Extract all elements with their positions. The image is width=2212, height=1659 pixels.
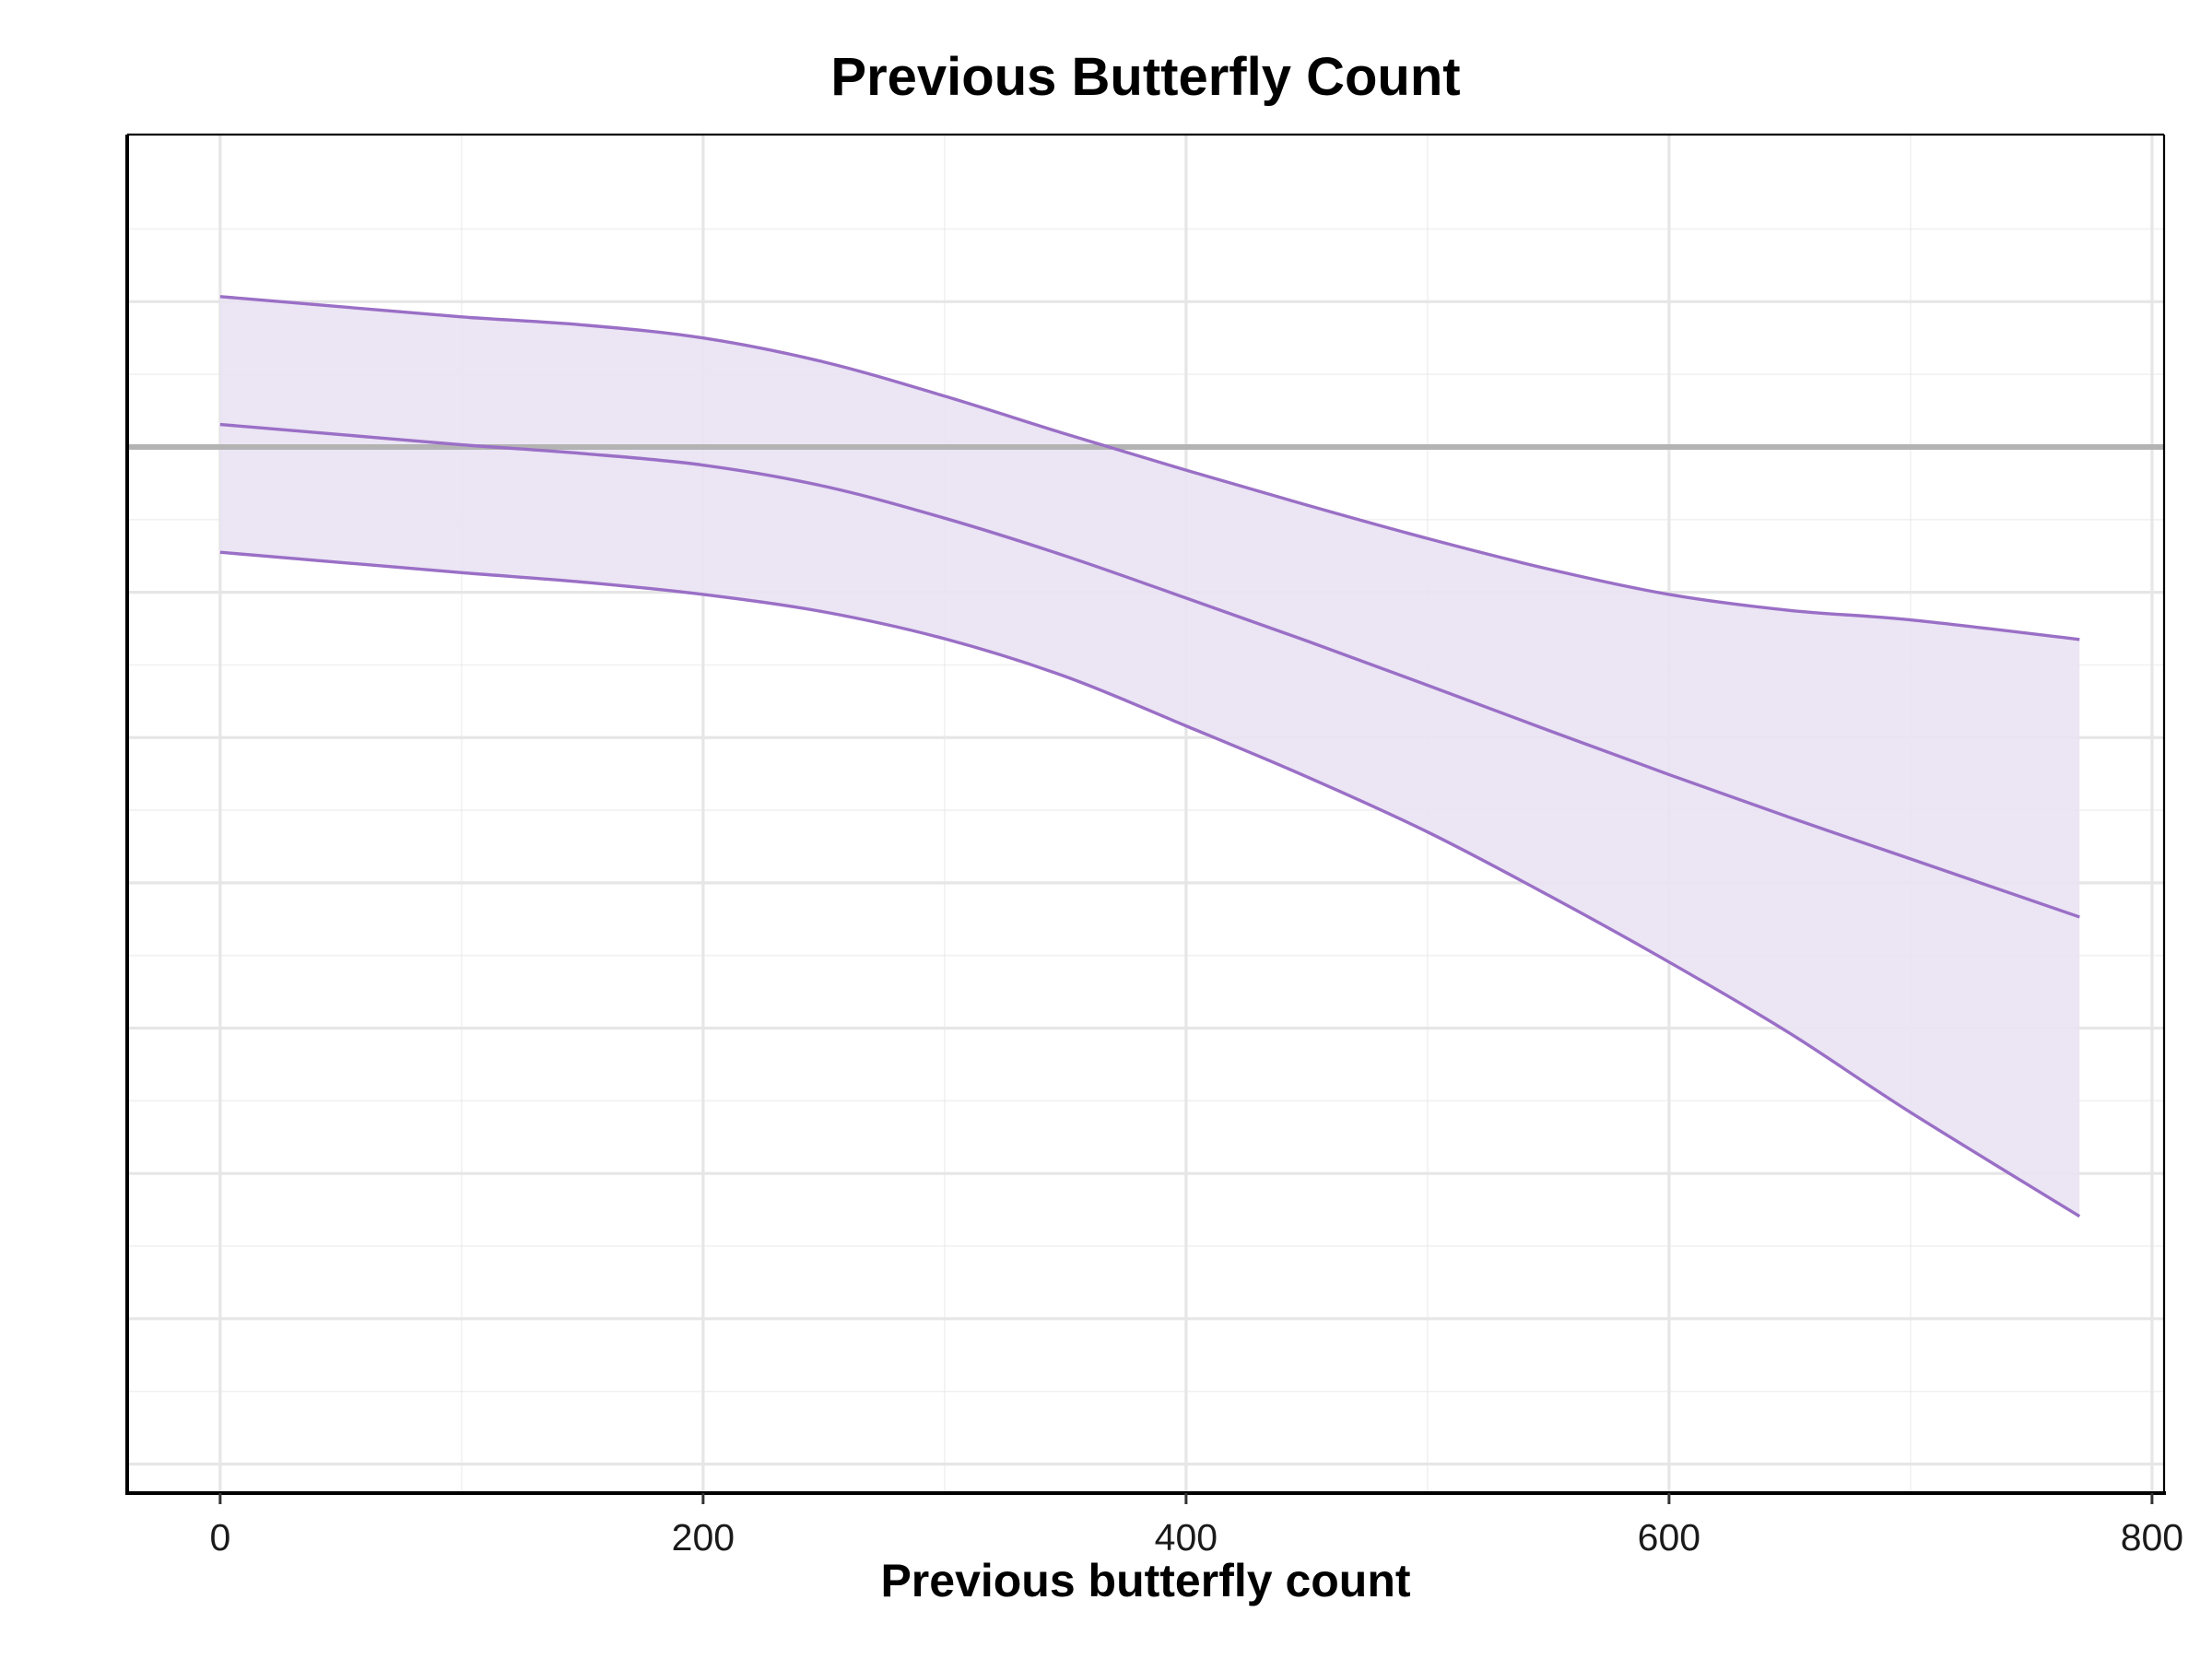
x-tick-label: 800 [2121, 1516, 2183, 1559]
x-tick-label: 400 [1155, 1516, 1218, 1559]
x-axis-title: Previous butterfly count [880, 1555, 1410, 1606]
x-tick-label: 600 [1638, 1516, 1700, 1559]
lower-bound-line [219, 550, 2081, 1218]
estimate-line [219, 422, 2080, 919]
x-tick-label: 200 [672, 1516, 735, 1559]
plot-panel [125, 133, 2166, 1495]
x-tick-label: 0 [209, 1516, 230, 1559]
x-axis-ticks: 0 200 400 600 800 [209, 1493, 2183, 1559]
chart-title: Previous Butterfly Count [830, 47, 1460, 107]
panel-border [125, 133, 2166, 1495]
confidence-ribbon [219, 296, 2080, 1217]
upper-bound-line [219, 295, 2080, 641]
